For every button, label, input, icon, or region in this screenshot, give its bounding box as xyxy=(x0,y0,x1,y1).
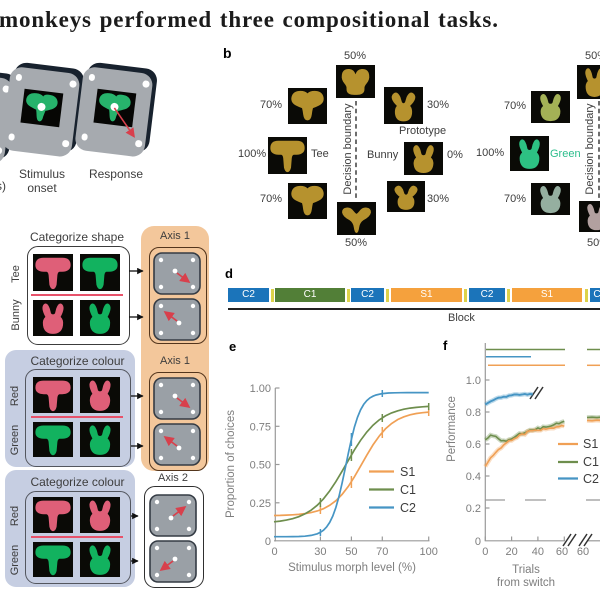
svg-text:0.2: 0.2 xyxy=(466,503,481,515)
svg-text:70: 70 xyxy=(376,546,388,558)
svg-text:0.25: 0.25 xyxy=(250,498,271,510)
svg-text:1.00: 1.00 xyxy=(250,383,271,395)
svg-text:0: 0 xyxy=(271,546,277,558)
svg-text:S1: S1 xyxy=(583,437,598,451)
svg-text:C2: C2 xyxy=(583,472,599,486)
svg-text:Stimulus morph level (%): Stimulus morph level (%) xyxy=(288,562,416,574)
svg-text:Proportion of choices: Proportion of choices xyxy=(225,410,237,518)
svg-text:60: 60 xyxy=(556,546,568,558)
svg-text:0.50: 0.50 xyxy=(250,460,271,472)
svg-text:0: 0 xyxy=(265,536,271,548)
svg-text:1.0: 1.0 xyxy=(466,375,481,387)
svg-text:Trials: Trials xyxy=(512,564,540,576)
svg-text:C2: C2 xyxy=(400,501,416,515)
svg-text:from switch: from switch xyxy=(497,577,555,589)
svg-text:0.75: 0.75 xyxy=(250,421,271,433)
svg-text:C1: C1 xyxy=(400,483,416,497)
svg-text:20: 20 xyxy=(505,546,517,558)
svg-text:40: 40 xyxy=(532,546,544,558)
svg-text:S1: S1 xyxy=(400,465,415,479)
svg-text:Performance: Performance xyxy=(446,396,458,462)
svg-text:0.4: 0.4 xyxy=(466,471,481,483)
svg-text:100: 100 xyxy=(420,546,438,558)
svg-text:30: 30 xyxy=(314,546,326,558)
svg-text:50: 50 xyxy=(345,546,357,558)
svg-text:60: 60 xyxy=(577,546,589,558)
svg-text:0.8: 0.8 xyxy=(466,407,481,419)
svg-text:0: 0 xyxy=(482,546,488,558)
svg-text:C1: C1 xyxy=(583,455,599,469)
svg-text:0.6: 0.6 xyxy=(466,439,481,451)
svg-text:0: 0 xyxy=(475,536,481,548)
